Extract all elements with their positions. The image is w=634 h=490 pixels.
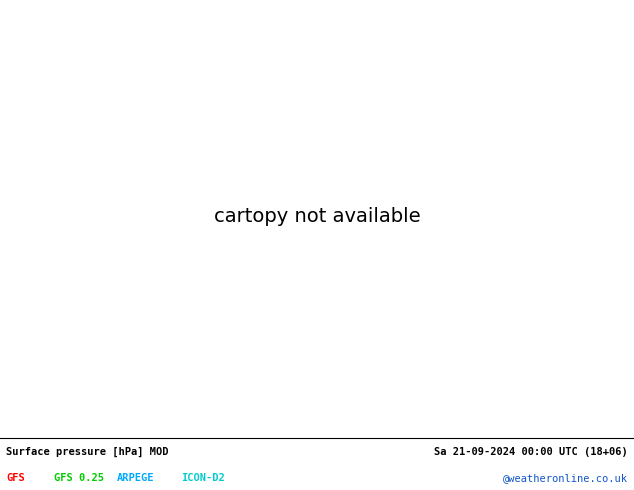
Text: GFS: GFS <box>6 472 25 483</box>
Text: ARPEGE: ARPEGE <box>117 472 155 483</box>
Text: @weatheronline.co.uk: @weatheronline.co.uk <box>503 472 628 483</box>
Text: GFS 0.25: GFS 0.25 <box>54 472 104 483</box>
Text: cartopy not available: cartopy not available <box>214 207 420 226</box>
Text: ICON-D2: ICON-D2 <box>181 472 224 483</box>
Text: Sa 21-09-2024 00:00 UTC (18+06): Sa 21-09-2024 00:00 UTC (18+06) <box>434 447 628 457</box>
Text: Surface pressure [hPa] MOD: Surface pressure [hPa] MOD <box>6 446 169 457</box>
